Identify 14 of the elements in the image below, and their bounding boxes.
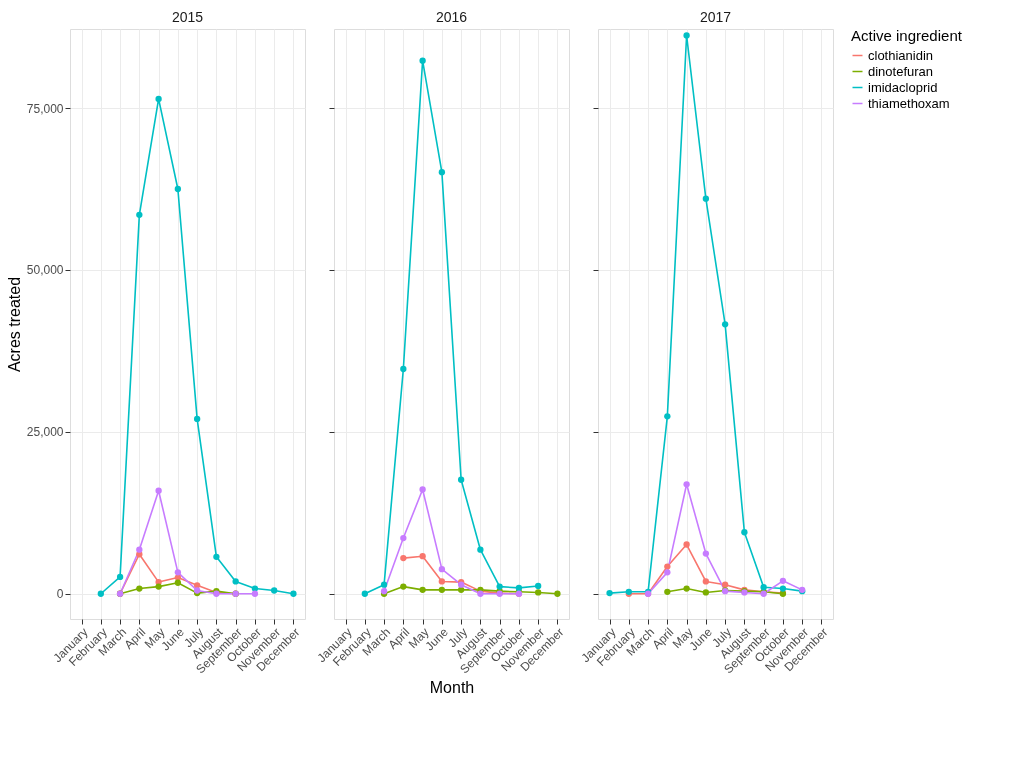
y-axis-title: Acres treated <box>5 276 23 373</box>
legend-title: Active ingredient <box>851 27 963 44</box>
y-tick-label: 50,000 <box>26 263 64 278</box>
y-tick-label: 75,000 <box>26 101 64 116</box>
chart-title: 2016 <box>435 9 468 25</box>
chart-title: 2015 <box>171 9 204 25</box>
legend-label: dinotefuran <box>868 63 934 79</box>
y-tick-label: 0 <box>56 587 64 602</box>
x-axis-title: Month <box>429 678 475 696</box>
chart-title: 2017 <box>699 9 732 25</box>
y-tick-label: 25,000 <box>26 425 64 440</box>
legend-label: imidacloprid <box>868 79 938 95</box>
legend-label: thiamethoxam <box>868 95 950 111</box>
legend-label: clothianidin <box>868 47 934 63</box>
